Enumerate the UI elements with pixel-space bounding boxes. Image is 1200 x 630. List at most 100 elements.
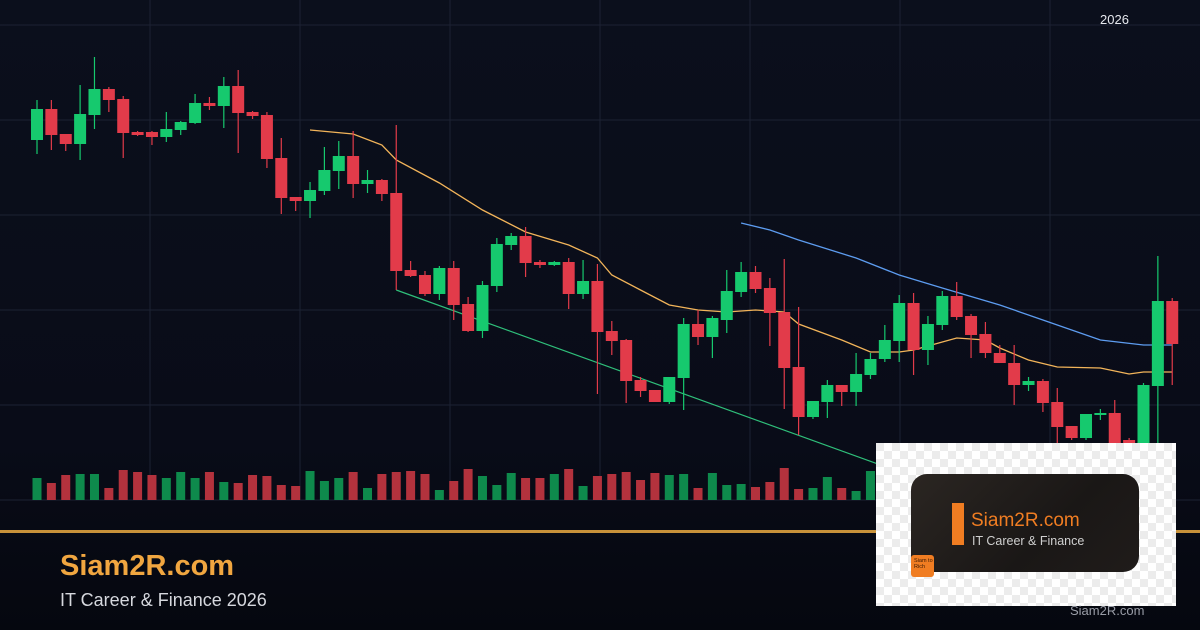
volume-bar <box>693 488 703 500</box>
candle-down <box>692 324 705 337</box>
volume-bar <box>477 476 487 500</box>
volume-bar <box>420 474 430 500</box>
year-label: 2026 <box>1100 12 1129 27</box>
volume-bar <box>391 472 401 500</box>
logo-title: Siam2R.com <box>971 510 1080 531</box>
volume-bar <box>319 481 329 500</box>
candle-up <box>850 374 863 392</box>
volume-bar <box>549 474 559 500</box>
candle-up <box>189 103 202 123</box>
candle-down <box>232 86 245 113</box>
moving-average-long <box>740 222 1173 346</box>
logo-badge: Siam to Rich <box>911 555 934 577</box>
volume-bar <box>233 483 243 500</box>
volume-bar <box>751 487 760 500</box>
candle-up <box>936 296 949 325</box>
candle-down <box>778 312 791 368</box>
moving-average-short <box>309 129 1173 375</box>
volume-bar <box>348 472 358 500</box>
volume-bar <box>291 486 301 500</box>
candle-up <box>921 324 934 350</box>
volume-bar <box>161 478 171 500</box>
volume-bar <box>578 486 588 500</box>
candle-down <box>1051 402 1064 427</box>
candle-up <box>31 109 43 140</box>
candle-up <box>88 89 101 115</box>
volume-bar <box>592 476 602 500</box>
volume-bar <box>276 485 286 500</box>
volume-bar <box>492 485 502 500</box>
candle-up <box>217 86 230 106</box>
candle-down <box>1166 301 1179 344</box>
accent-divider <box>0 530 1200 533</box>
candle-down <box>260 115 273 159</box>
candle-down <box>1008 363 1021 385</box>
candle-up <box>878 340 891 359</box>
volume-bar <box>190 478 200 500</box>
volume-bar <box>305 471 315 500</box>
candle-up <box>361 180 374 184</box>
brand-tagline: IT Career & Finance 2026 <box>60 590 267 610</box>
volume-bar <box>363 488 373 500</box>
candle-up <box>74 114 87 144</box>
volume-bar <box>176 472 186 500</box>
candle-up <box>677 324 690 378</box>
candle-up <box>864 359 877 375</box>
candle-up <box>821 385 834 402</box>
volume-bar <box>679 474 689 500</box>
volume-bar <box>865 471 875 500</box>
candle-up <box>548 262 561 265</box>
candle-down <box>605 331 618 341</box>
volume-bar <box>449 481 459 500</box>
candle-down <box>763 288 776 313</box>
volume-bar <box>377 474 387 500</box>
candle-down <box>203 103 216 106</box>
logo-subtitle: IT Career & Finance <box>972 534 1085 548</box>
candle-up <box>893 303 906 341</box>
volume-bar <box>219 482 229 500</box>
candle-down <box>275 158 288 198</box>
logo-card: Siam2R.com IT Career & Finance <box>911 474 1139 572</box>
candle-down <box>59 134 72 144</box>
candle-down <box>404 270 417 276</box>
volume-bar <box>564 469 574 500</box>
brand-title: Siam2R.com <box>60 550 235 582</box>
volume-bar <box>736 484 746 500</box>
volume-bar <box>808 488 818 500</box>
candle-down <box>993 353 1006 363</box>
volume-bar <box>204 472 214 500</box>
candle-up <box>304 190 317 201</box>
volume-bar <box>765 482 775 500</box>
volume-bar <box>248 475 258 500</box>
volume-bar <box>434 490 444 500</box>
volume-bar <box>607 474 617 500</box>
volume-bar <box>707 473 717 500</box>
candle-down <box>749 272 762 289</box>
volume-bar <box>621 472 631 500</box>
volume-bar <box>32 478 42 500</box>
candle-up <box>433 268 446 294</box>
candle-up <box>806 401 819 417</box>
volume-bar <box>851 491 861 500</box>
candle-down <box>347 156 360 184</box>
candle-up <box>663 377 676 402</box>
candle-down <box>246 112 259 116</box>
volume-bar <box>837 488 847 500</box>
candle-up <box>1080 414 1093 438</box>
volume-bar <box>506 473 516 500</box>
logo-bar-icon <box>952 503 964 545</box>
candle-down <box>1036 381 1049 403</box>
candle-down <box>102 89 115 100</box>
candle-up <box>1151 301 1164 386</box>
volume-bar <box>664 475 674 500</box>
candle-up <box>490 244 503 286</box>
candle-down <box>591 281 604 332</box>
candle-down <box>462 304 475 331</box>
candle-down <box>835 385 848 392</box>
volume-bar <box>406 471 416 500</box>
volume-bar <box>262 476 272 500</box>
volume-bar <box>89 474 99 500</box>
volume-bar <box>535 478 545 500</box>
candle-down <box>620 340 633 381</box>
candle-down <box>907 303 920 350</box>
